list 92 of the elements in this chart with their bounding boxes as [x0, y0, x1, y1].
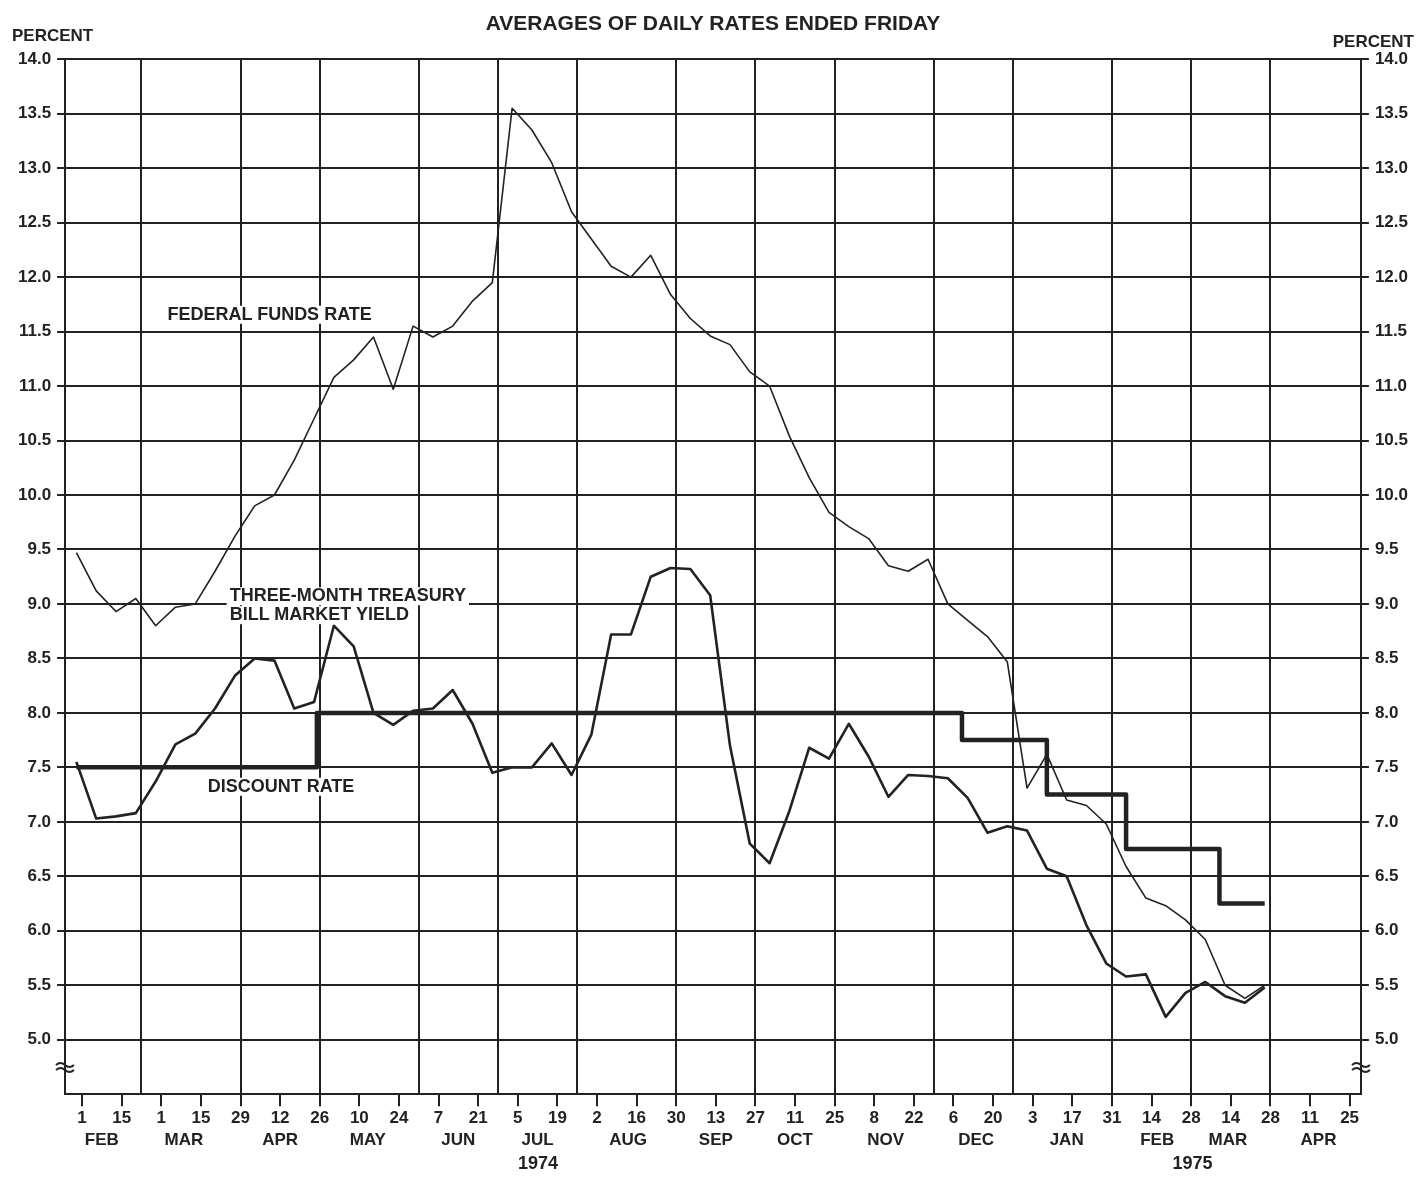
- y-tick-label: 13.0: [17, 157, 52, 177]
- y2-tick-label: 7.0: [1374, 811, 1399, 831]
- y2-tick-label: 12.5: [1374, 212, 1409, 232]
- x-tick-label: 15: [191, 1108, 211, 1128]
- x2-tick-label: JAN: [1049, 1130, 1084, 1150]
- y-tick-label: 10.5: [17, 430, 52, 450]
- x-tick-label: 1: [156, 1108, 167, 1128]
- series-label: DISCOUNT RATE: [207, 775, 355, 796]
- series-label: THREE-MONTH TREASURY BILL MARKET YIELD: [229, 585, 466, 625]
- y2-tick-label: 5.0: [1374, 1029, 1399, 1049]
- x2-tick-label: DEC: [958, 1130, 995, 1150]
- x-tick-label: 2: [592, 1108, 602, 1128]
- y-tick-label: 12.0: [17, 266, 52, 286]
- x2-tick-label: AUG: [609, 1130, 648, 1150]
- x2-tick-label: MAR: [164, 1130, 204, 1150]
- y2-tick-label: 10.5: [1374, 430, 1409, 450]
- x-tick-label: 10: [349, 1108, 369, 1128]
- x2-tick-label: JUL: [521, 1130, 554, 1150]
- x-tick-label: 28: [1260, 1108, 1280, 1128]
- x2-tick-label: APR: [262, 1130, 299, 1150]
- x-tick-label: 17: [1062, 1108, 1082, 1128]
- y2-tick-label: 8.5: [1374, 648, 1399, 668]
- x-tick-label: 11: [1300, 1108, 1319, 1128]
- x-tick-label: 7: [433, 1108, 444, 1128]
- x-tick-label: 25: [1340, 1108, 1360, 1128]
- y-tick-label: 9.0: [27, 593, 52, 613]
- y2-tick-label: 11.5: [1374, 321, 1408, 341]
- y-tick-label: 14.0: [17, 48, 52, 68]
- y2-tick-label: 13.5: [1374, 103, 1409, 123]
- y-tick-label: 5.0: [27, 1029, 52, 1049]
- x-tick-label: 15: [112, 1108, 132, 1128]
- x2-tick-label: JUN: [441, 1130, 476, 1150]
- y-tick-label: 9.5: [27, 539, 52, 559]
- y-axis-title: PERCENT: [12, 26, 94, 46]
- x-tick-label: 24: [389, 1108, 409, 1128]
- x-tick-label: 25: [825, 1108, 845, 1128]
- y-tick-label: 8.0: [27, 702, 52, 722]
- x-tick-label: 6: [948, 1108, 959, 1128]
- y2-tick-label: 11.0: [1374, 375, 1408, 395]
- x-tick-label: 28: [1181, 1108, 1201, 1128]
- y2-tick-label: 6.0: [1374, 920, 1399, 940]
- y2-tick-label: 7.5: [1374, 757, 1399, 777]
- y-tick-label: 8.5: [27, 648, 52, 668]
- y-tick-label: 10.0: [17, 484, 52, 504]
- x2-tick-label: OCT: [777, 1130, 814, 1150]
- x-tick-label: 8: [869, 1108, 880, 1128]
- x-tick-label: 5: [513, 1108, 523, 1128]
- series-label: FEDERAL FUNDS RATE: [167, 303, 372, 324]
- y-tick-label: 7.5: [27, 757, 52, 777]
- chart-title: AVERAGES OF DAILY RATES ENDED FRIDAY: [485, 11, 941, 35]
- x2-tick-label: MAY: [349, 1130, 387, 1150]
- x2-tick-label: SEP: [698, 1130, 733, 1150]
- y2-tick-label: 9.0: [1374, 593, 1399, 613]
- x-tick-label: 16: [627, 1108, 647, 1128]
- y-tick-label: 5.5: [27, 974, 52, 994]
- x2-tick-label: APR: [1300, 1130, 1337, 1150]
- x-tick-label: 27: [745, 1108, 765, 1128]
- y2-tick-label: 10.0: [1374, 484, 1409, 504]
- x-tick-label: 12: [270, 1108, 290, 1128]
- y2-tick-label: 6.5: [1374, 865, 1399, 885]
- y2-tick-label: 12.0: [1374, 266, 1409, 286]
- x-tick-label: 1: [77, 1108, 87, 1128]
- x-tick-label: 19: [547, 1108, 567, 1128]
- y-tick-label: 13.5: [17, 103, 52, 123]
- y-tick-label: 6.0: [27, 920, 52, 940]
- x-tick-label: 3: [1027, 1108, 1038, 1128]
- x-tick-label: 29: [231, 1108, 250, 1128]
- x-tick-label: 14: [1142, 1108, 1162, 1128]
- x2-tick-label: FEB: [84, 1130, 119, 1150]
- y-tick-label: 12.5: [17, 212, 52, 232]
- x-tick-label: 13: [706, 1108, 726, 1128]
- x-tick-label: 30: [666, 1108, 686, 1128]
- x-tick-label: 26: [310, 1108, 330, 1128]
- y2-tick-label: 13.0: [1374, 157, 1409, 177]
- x-tick-label: 21: [468, 1108, 488, 1128]
- x2-tick-label: FEB: [1140, 1130, 1175, 1150]
- text: 1975: [1172, 1152, 1213, 1173]
- y-tick-label: 11.5: [18, 321, 52, 341]
- y-tick-label: 7.0: [27, 811, 52, 831]
- x-tick-label: 31: [1102, 1108, 1122, 1128]
- y-tick-label: 6.5: [27, 865, 52, 885]
- text: 1974: [518, 1152, 559, 1173]
- y2-tick-label: 8.0: [1374, 702, 1399, 722]
- x2-tick-label: MAR: [1208, 1130, 1248, 1150]
- x-tick-label: 20: [983, 1108, 1003, 1128]
- y2-tick-label: 9.5: [1374, 539, 1399, 559]
- x-tick-label: 11: [786, 1108, 805, 1128]
- y-tick-label: 11.0: [18, 375, 52, 395]
- x-tick-label: 14: [1221, 1108, 1241, 1128]
- y2-tick-label: 5.5: [1374, 974, 1399, 994]
- x-tick-label: 22: [904, 1108, 924, 1128]
- x2-tick-label: NOV: [867, 1130, 905, 1150]
